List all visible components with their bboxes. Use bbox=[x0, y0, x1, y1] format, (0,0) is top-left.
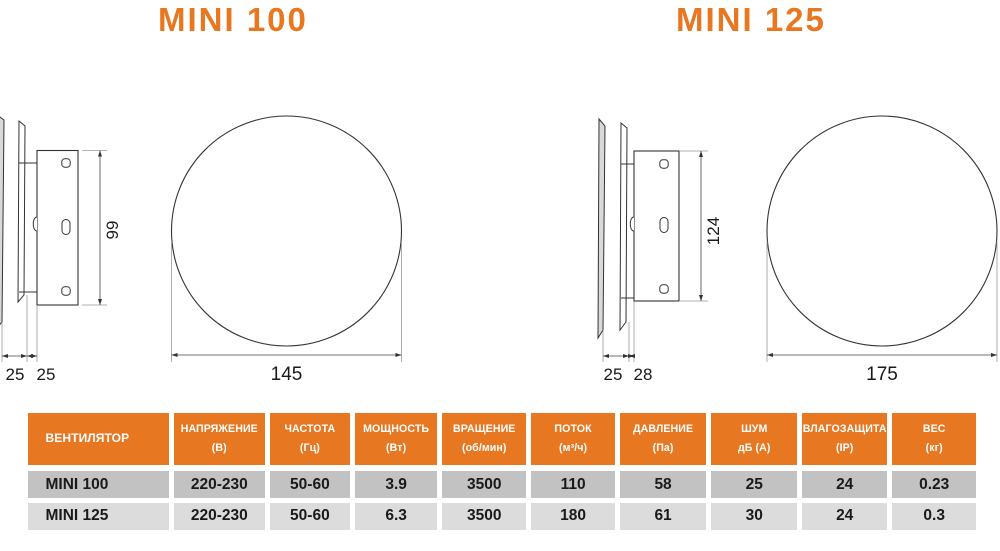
svg-text:25: 25 bbox=[6, 365, 25, 384]
svg-text:175: 175 bbox=[866, 364, 898, 385]
svg-text:28: 28 bbox=[634, 365, 653, 384]
svg-text:25: 25 bbox=[604, 365, 623, 384]
svg-text:124: 124 bbox=[704, 217, 723, 245]
svg-text:99: 99 bbox=[103, 221, 122, 240]
svg-text:145: 145 bbox=[271, 364, 303, 385]
svg-text:25: 25 bbox=[37, 365, 56, 384]
